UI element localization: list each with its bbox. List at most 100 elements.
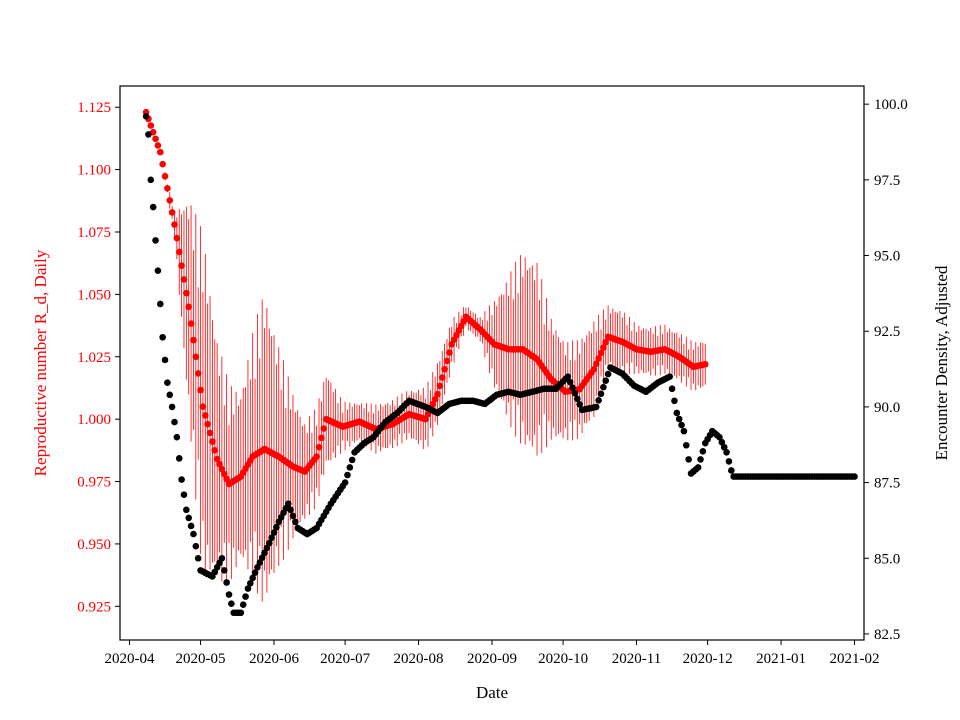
encounter-density-point [604, 370, 612, 378]
encounter-density-point [265, 539, 273, 547]
left-y-axis: 0.925 0.950 0.975 1.000 1.025 1.050 1.075 1.100… [77, 100, 120, 615]
r-d-point [180, 276, 188, 283]
encounter-density-point [699, 447, 707, 455]
encounter-density-point [573, 395, 581, 403]
r-d-point [211, 447, 219, 454]
encounter-density-point [718, 438, 726, 446]
x-tick-label: 2020-05 [176, 651, 226, 667]
right-y-tick-label: 87.5 [874, 476, 900, 492]
encounter-density-point [668, 385, 676, 393]
encounter-density-point [289, 512, 297, 520]
r-d-point [592, 360, 600, 368]
r-d-point [159, 160, 166, 168]
encounter-density-point [251, 569, 259, 576]
r-d-point [178, 262, 185, 269]
r-d-point [201, 412, 209, 419]
encounter-density-point [242, 593, 249, 600]
encounter-density-series-group [142, 112, 858, 617]
r-d-point [438, 374, 446, 381]
encounter-density-point [697, 456, 704, 463]
encounter-density-point [178, 476, 185, 483]
encounter-density-point [154, 267, 162, 274]
x-tick-label: 2021-02 [830, 651, 880, 667]
encounter-density-point [247, 579, 254, 587]
r-d-point [166, 197, 174, 204]
r-d-point [206, 429, 214, 437]
r-d-point [318, 434, 325, 442]
encounter-density-point [292, 518, 299, 526]
r-d-point [204, 420, 211, 428]
x-tick-label: 2020-09 [467, 651, 517, 667]
r-d-point [213, 455, 221, 463]
right-y-tick-label: 85.0 [874, 551, 900, 567]
r-d-point [600, 344, 607, 351]
encounter-density-point [239, 601, 247, 608]
right-y-tick-label: 97.5 [874, 173, 900, 189]
r-d-series-group [142, 108, 709, 488]
encounter-density-point [576, 401, 583, 408]
r-d-point [220, 470, 228, 478]
r-d-point [434, 390, 441, 398]
x-tick-label: 2021-01 [756, 651, 806, 667]
encounter-density-point [725, 458, 733, 465]
encounter-density-point [851, 473, 858, 480]
r-d-point [218, 465, 226, 473]
x-tick-label: 2020-12 [683, 651, 733, 667]
encounter-density-point [682, 441, 690, 449]
encounter-density-point [228, 600, 235, 607]
encounter-density-point [595, 397, 602, 404]
encounter-density-point [164, 379, 171, 386]
left-y-axis-label: Reproductive number R_d, Daily [31, 249, 50, 476]
right-y-axis: 82.5 85.0 87.5 90.0 92.5 95.0 97.5 100.0 [864, 97, 908, 643]
encounter-density-point [249, 574, 256, 582]
encounter-density-point [675, 415, 683, 423]
encounter-density-point [348, 456, 356, 464]
r-d-point [152, 135, 159, 143]
encounter-density-point [225, 591, 233, 598]
encounter-density-point [666, 373, 674, 380]
encounter-density-point [237, 609, 245, 617]
r-d-point [175, 248, 183, 256]
r-d-point [315, 443, 323, 451]
encounter-density-point [602, 377, 610, 384]
left-y-tick-label: 1.125 [77, 100, 111, 116]
encounter-density-point [192, 542, 200, 550]
encounter-density-point [673, 409, 681, 417]
x-axis: 2020-04 2020-05 2020-06 2020-07 2020-08 2020-… [104, 640, 880, 667]
encounter-density-point [344, 471, 351, 479]
r-d-point [171, 221, 178, 228]
r-d-point [595, 355, 602, 362]
encounter-density-point [149, 203, 157, 211]
encounter-density-point [569, 384, 576, 392]
right-y-tick-label: 90.0 [874, 400, 900, 416]
encounter-density-point [720, 443, 728, 451]
left-y-tick-label: 0.925 [77, 599, 111, 615]
r-d-point [164, 185, 171, 192]
encounter-density-point [156, 300, 164, 308]
r-d-point [441, 365, 448, 373]
encounter-density-point [600, 383, 607, 391]
r-d-point [156, 148, 164, 156]
left-y-tick-label: 1.025 [77, 350, 111, 366]
encounter-density-point [171, 418, 178, 426]
encounter-density-point [173, 433, 181, 441]
r-d-point [187, 320, 195, 327]
encounter-density-point [223, 579, 230, 586]
left-y-tick-label: 1.100 [77, 163, 111, 179]
encounter-density-point [671, 397, 678, 405]
r-d-point [431, 395, 439, 403]
encounter-density-point [152, 237, 159, 244]
left-y-tick-label: 1.075 [77, 225, 111, 241]
right-y-tick-label: 92.5 [874, 324, 900, 340]
encounter-density-point [564, 373, 572, 380]
encounter-density-point [190, 530, 197, 538]
x-tick-label: 2020-08 [394, 651, 444, 667]
encounter-density-point [341, 479, 349, 486]
encounter-density-point [284, 500, 292, 508]
r-d-point [436, 382, 444, 390]
encounter-density-point [597, 390, 605, 398]
r-d-point [590, 365, 598, 373]
encounter-density-point [566, 378, 574, 386]
r-d-point [320, 425, 328, 432]
